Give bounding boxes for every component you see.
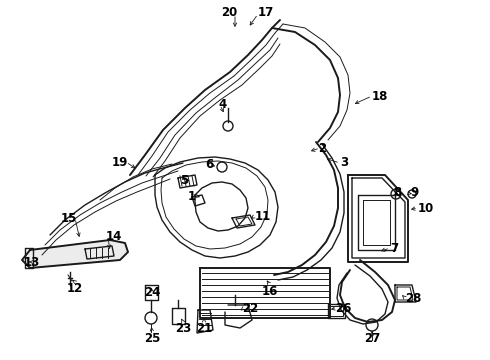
Text: 28: 28 (405, 292, 421, 305)
Text: 26: 26 (335, 302, 351, 315)
Text: 8: 8 (393, 186, 401, 199)
Text: 5: 5 (180, 174, 188, 186)
Text: 14: 14 (106, 230, 122, 243)
Text: 11: 11 (255, 210, 271, 222)
Text: 6: 6 (205, 158, 213, 171)
Text: 15: 15 (61, 211, 77, 225)
Text: 9: 9 (410, 186, 418, 199)
Text: 16: 16 (262, 285, 278, 298)
Text: 7: 7 (390, 242, 398, 255)
Text: 25: 25 (144, 332, 160, 345)
Text: 3: 3 (340, 157, 348, 170)
Text: 10: 10 (418, 202, 434, 215)
Text: 13: 13 (24, 256, 40, 269)
Text: 27: 27 (364, 332, 380, 345)
Text: 2: 2 (318, 141, 326, 154)
Text: 18: 18 (372, 90, 389, 103)
Polygon shape (22, 240, 128, 268)
Text: 22: 22 (242, 302, 258, 315)
Text: 1: 1 (188, 189, 196, 202)
Text: 23: 23 (175, 322, 191, 335)
Text: 21: 21 (196, 322, 212, 335)
Text: 19: 19 (112, 156, 128, 168)
Text: 4: 4 (218, 99, 226, 112)
Text: 12: 12 (67, 282, 83, 295)
Text: 24: 24 (144, 287, 160, 300)
Text: 17: 17 (258, 5, 274, 18)
Text: 20: 20 (221, 5, 237, 18)
